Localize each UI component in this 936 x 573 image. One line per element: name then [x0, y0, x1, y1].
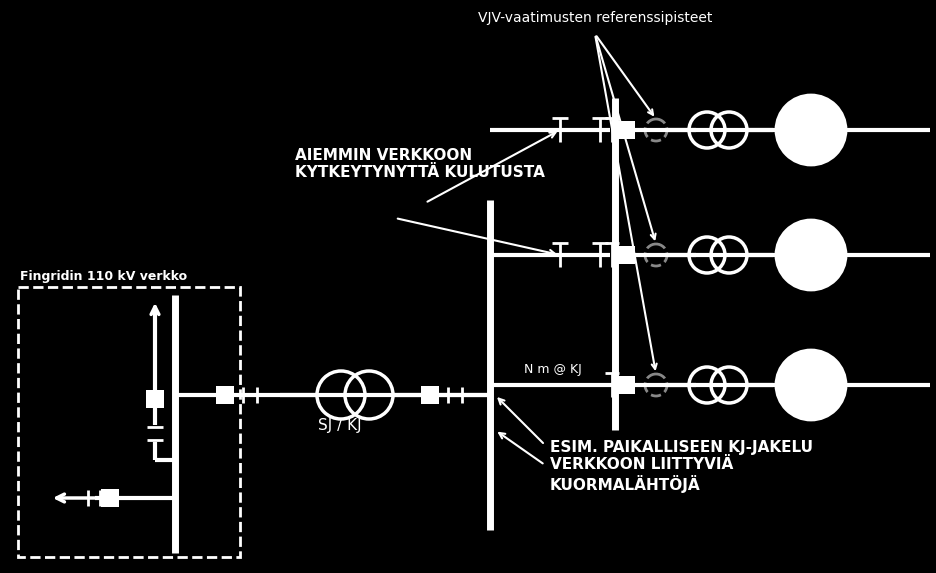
Bar	[421, 386, 439, 404]
Text: ESIM. PAIKALLISEEN KJ-JAKELU
VERKKOON LIITTYVIÄ
KUORMALÄHTÖJÄ: ESIM. PAIKALLISEEN KJ-JAKELU VERKKOON LI…	[550, 440, 813, 493]
Bar	[216, 386, 234, 404]
Bar	[617, 121, 635, 139]
Text: AIEMMIN VERKKOON
KYTKEYTYNYTTÄ KULUTUSTA: AIEMMIN VERKKOON KYTKEYTYNYTTÄ KULUTUSTA	[295, 148, 545, 180]
Bar	[617, 376, 635, 394]
Circle shape	[645, 374, 667, 396]
Bar	[101, 489, 119, 507]
Text: SJ / KJ: SJ / KJ	[318, 418, 362, 433]
Text: VJV-vaatimusten referenssipisteet: VJV-vaatimusten referenssipisteet	[477, 11, 712, 25]
Bar	[146, 390, 164, 408]
Circle shape	[645, 244, 667, 266]
Bar	[617, 246, 635, 264]
Circle shape	[776, 350, 846, 420]
Bar	[18, 287, 240, 557]
Text: Fingridin 110 kV verkko: Fingridin 110 kV verkko	[20, 270, 187, 283]
Circle shape	[645, 119, 667, 141]
Text: N m @ KJ: N m @ KJ	[524, 363, 582, 376]
Circle shape	[776, 95, 846, 165]
Circle shape	[776, 220, 846, 290]
